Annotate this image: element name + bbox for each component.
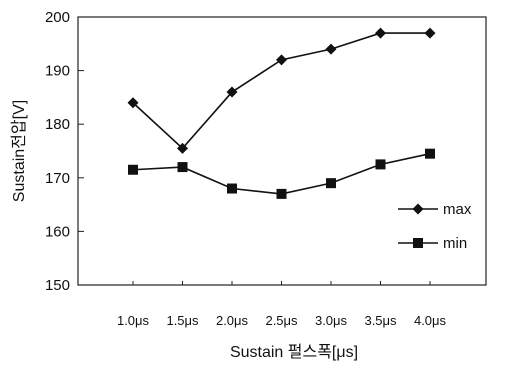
legend-label-max: max [443,201,472,218]
x-axis-ticks: 1.0μs 1.5μs 2.0μs 2.5μs 3.0μs 3.5μs 4.0μs [117,281,447,328]
data-point-min [326,178,336,189]
y-tick-label: 180 [45,116,70,133]
legend: max min [398,201,472,252]
x-tick-label: 1.5μs [166,313,199,328]
data-point-max [127,97,139,109]
legend-marker-max [412,203,424,215]
legend-label-min: min [443,235,467,252]
data-point-min [227,183,237,194]
x-tick-label: 3.5μs [364,313,397,328]
y-tick-label: 150 [45,277,70,294]
data-point-max [375,27,386,39]
data-point-max [424,27,436,39]
y-tick-label: 190 [45,63,70,80]
data-point-max [226,86,238,98]
x-tick-label: 2.0μs [216,313,249,328]
y-tick-label: 200 [45,9,70,26]
data-point-min [276,188,287,199]
data-point-min [128,164,138,175]
data-point-max [325,43,337,55]
data-point-min [425,148,435,159]
data-point-min [375,159,386,170]
series-line-max [132,32,430,150]
data-point-min [177,162,188,173]
data-point-max [177,142,188,154]
x-axis-label: Sustain 펄스폭[μs] [230,343,358,361]
y-tick-label: 160 [45,223,70,240]
legend-marker-min [413,238,423,248]
series-layer [127,27,436,199]
y-tick-label: 170 [45,170,70,187]
x-tick-label: 3.0μs [315,313,348,328]
x-tick-label: 2.5μs [265,313,298,328]
x-tick-label: 1.0μs [117,313,150,328]
x-tick-label: 4.0μs [414,313,447,328]
y-axis-label: Sustain전압[V] [10,100,28,202]
y-axis-ticks: 150 160 170 180 190 200 [45,9,84,294]
data-point-max [276,54,287,66]
